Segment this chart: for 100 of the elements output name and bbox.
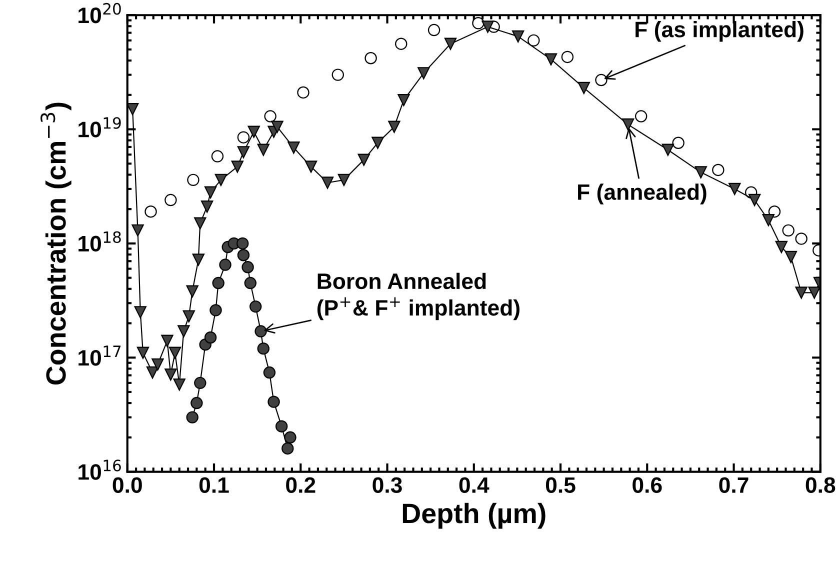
point xyxy=(237,249,250,262)
point xyxy=(288,142,300,154)
point xyxy=(264,110,276,122)
annotation: F (as implanted) xyxy=(636,21,804,42)
point xyxy=(257,144,270,156)
point xyxy=(595,74,608,86)
y-tick-label: 10$^{17}$ xyxy=(78,346,121,366)
point xyxy=(257,342,270,355)
point xyxy=(146,366,159,379)
point xyxy=(182,310,195,322)
point xyxy=(132,224,144,237)
point xyxy=(144,206,157,218)
point xyxy=(204,186,217,198)
point xyxy=(795,286,808,299)
x-tick-label: 0.1 xyxy=(199,477,229,493)
x-axis-title: Depth (µm) xyxy=(402,502,546,529)
point xyxy=(254,325,267,338)
point xyxy=(173,378,186,391)
point xyxy=(712,164,724,176)
point xyxy=(284,431,296,444)
point xyxy=(127,103,139,116)
point xyxy=(186,285,198,298)
point xyxy=(194,376,206,390)
point xyxy=(249,300,262,313)
point xyxy=(694,166,707,178)
point xyxy=(214,174,228,186)
x-tick-label: 0.2 xyxy=(286,477,316,493)
point xyxy=(282,442,294,455)
x-tick-label: 0.3 xyxy=(372,477,402,493)
point xyxy=(372,136,384,149)
point xyxy=(194,217,206,230)
x-tick-label: 0.4 xyxy=(459,477,490,493)
point xyxy=(304,160,318,173)
point xyxy=(808,286,820,299)
point xyxy=(219,258,232,271)
point xyxy=(244,276,256,290)
annotation: F (annealed) xyxy=(578,184,706,204)
point xyxy=(134,306,146,318)
y-tick-label: 10$^{20}$ xyxy=(78,2,121,24)
point xyxy=(364,52,377,64)
point xyxy=(561,50,574,64)
point xyxy=(472,17,484,30)
point xyxy=(237,131,250,144)
point xyxy=(200,200,214,213)
point xyxy=(395,38,408,50)
point xyxy=(398,94,410,106)
point xyxy=(672,136,684,149)
point xyxy=(622,118,634,131)
annotation: Boron Annealed (P$^{+}$& F$^{+}$ implanted) xyxy=(317,272,520,320)
point xyxy=(186,411,198,424)
point xyxy=(728,182,741,196)
point xyxy=(482,20,494,33)
point xyxy=(136,346,150,359)
point xyxy=(748,194,761,206)
point xyxy=(168,346,182,359)
x-tick-label: 0.7 xyxy=(719,477,748,493)
point xyxy=(418,67,430,80)
y-tick-label: 10$^{18}$ xyxy=(78,231,121,252)
point xyxy=(263,366,276,379)
point xyxy=(231,160,244,173)
point xyxy=(358,154,370,166)
point xyxy=(210,304,222,316)
point xyxy=(332,68,344,81)
point xyxy=(268,396,280,408)
point xyxy=(192,254,205,266)
x-tick-label: 0.6 xyxy=(632,477,662,493)
point xyxy=(164,194,177,206)
point xyxy=(578,82,590,94)
point xyxy=(161,334,174,348)
point xyxy=(204,331,217,344)
point xyxy=(444,38,457,50)
point xyxy=(237,146,250,158)
point xyxy=(242,261,254,274)
point xyxy=(152,358,164,371)
point xyxy=(662,144,674,156)
point xyxy=(784,250,798,264)
point xyxy=(187,174,200,186)
point xyxy=(762,214,775,226)
point xyxy=(248,126,260,138)
point xyxy=(775,240,788,254)
point xyxy=(544,53,558,66)
point xyxy=(271,120,284,133)
x-tick-label: 0.8 xyxy=(806,477,836,493)
point xyxy=(795,232,808,245)
point xyxy=(236,237,249,250)
point xyxy=(512,30,524,43)
point xyxy=(634,110,648,122)
point xyxy=(297,86,310,99)
point xyxy=(212,276,224,290)
point xyxy=(164,368,177,381)
point xyxy=(321,176,334,189)
point xyxy=(275,420,288,432)
y-axis-title: Concentration (cm$^{−3}$) xyxy=(40,102,72,385)
point xyxy=(211,150,224,162)
point xyxy=(782,224,794,237)
point xyxy=(338,174,350,186)
point xyxy=(178,325,190,338)
point xyxy=(190,396,203,410)
point xyxy=(388,120,400,133)
x-tick-label: 0.5 xyxy=(546,477,576,493)
